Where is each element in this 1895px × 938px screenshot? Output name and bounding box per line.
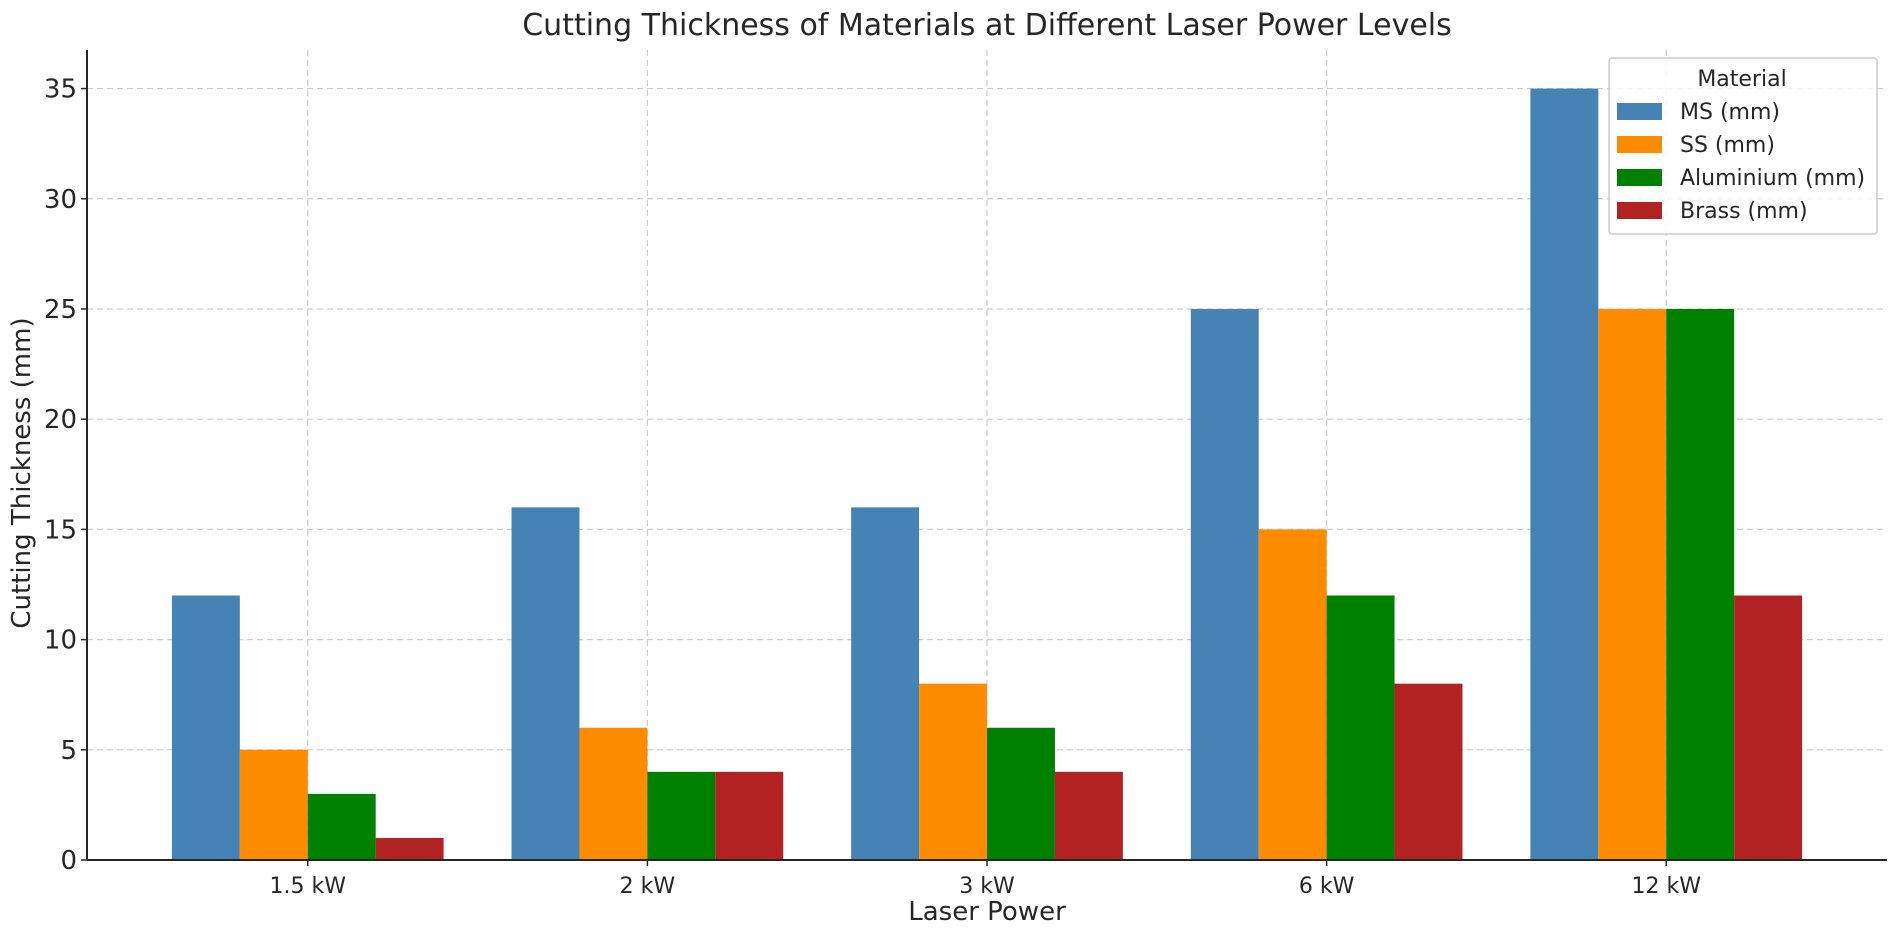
bars xyxy=(171,88,1803,861)
y-tick-label-3: 15 xyxy=(44,515,77,545)
bar-1-1 xyxy=(579,727,648,860)
legend-swatch-2 xyxy=(1617,169,1662,186)
x-tick-label-1: 2 kW xyxy=(620,874,676,899)
bar-2-2 xyxy=(987,727,1055,860)
bar-1-0 xyxy=(239,749,308,860)
bar-2-0 xyxy=(307,793,376,860)
legend-label-3: Brass (mm) xyxy=(1680,199,1808,224)
x-tick-label-2: 3 kW xyxy=(959,874,1015,899)
x-ticks: 1.5 kW 2 kW 3 kW 6 kW 12 kW xyxy=(270,860,1702,899)
legend-swatch-1 xyxy=(1617,136,1662,153)
bar-0-2 xyxy=(851,507,920,860)
legend-swatch-3 xyxy=(1617,202,1662,219)
legend-label-1: SS (mm) xyxy=(1680,133,1775,158)
bar-2-3 xyxy=(1326,595,1395,860)
legend: Material MS (mm) SS (mm) Aluminium (mm) Bra… xyxy=(1608,57,1878,235)
chart-title: Cutting Thickness of Materials at Differ… xyxy=(522,8,1452,43)
y-axis-label: Cutting Thickness (mm) xyxy=(7,317,37,628)
legend-label-0: MS (mm) xyxy=(1680,100,1780,125)
legend-box xyxy=(1608,57,1878,235)
legend-items: MS (mm) SS (mm) Aluminium (mm) Brass (mm) xyxy=(1617,100,1865,224)
x-tick-label-4: 12 kW xyxy=(1632,874,1702,899)
bar-3-0 xyxy=(375,837,444,860)
bar-0-1 xyxy=(511,507,580,860)
legend-swatch-0 xyxy=(1617,103,1662,120)
legend-label-2: Aluminium (mm) xyxy=(1680,166,1865,191)
bar-0-4 xyxy=(1530,88,1599,861)
bar-2-4 xyxy=(1666,308,1735,860)
bar-3-4 xyxy=(1734,595,1803,860)
y-tick-label-4: 20 xyxy=(44,405,77,435)
legend-title: Material xyxy=(1697,67,1786,92)
y-tick-label-7: 35 xyxy=(44,75,77,105)
y-tick-label-2: 10 xyxy=(44,626,77,656)
bar-3-1 xyxy=(715,771,784,860)
bar-1-3 xyxy=(1258,529,1327,860)
bar-1-4 xyxy=(1598,308,1667,860)
x-tick-label-3: 6 kW xyxy=(1299,874,1355,899)
y-tick-label-5: 25 xyxy=(44,295,77,325)
bar-0-3 xyxy=(1190,308,1259,860)
bar-0-0 xyxy=(171,595,240,860)
y-ticks: 0 5 10 15 20 25 30 35 xyxy=(44,75,87,876)
y-tick-label-6: 30 xyxy=(44,185,77,215)
bar-2-1 xyxy=(647,771,716,860)
bar-3-3 xyxy=(1394,683,1463,860)
x-axis-label: Laser Power xyxy=(908,897,1066,927)
bar-3-2 xyxy=(1054,771,1123,860)
y-tick-label-1: 5 xyxy=(60,736,77,766)
bar-1-2 xyxy=(919,683,987,860)
y-tick-label-0: 0 xyxy=(60,846,77,876)
x-tick-label-0: 1.5 kW xyxy=(270,874,347,899)
